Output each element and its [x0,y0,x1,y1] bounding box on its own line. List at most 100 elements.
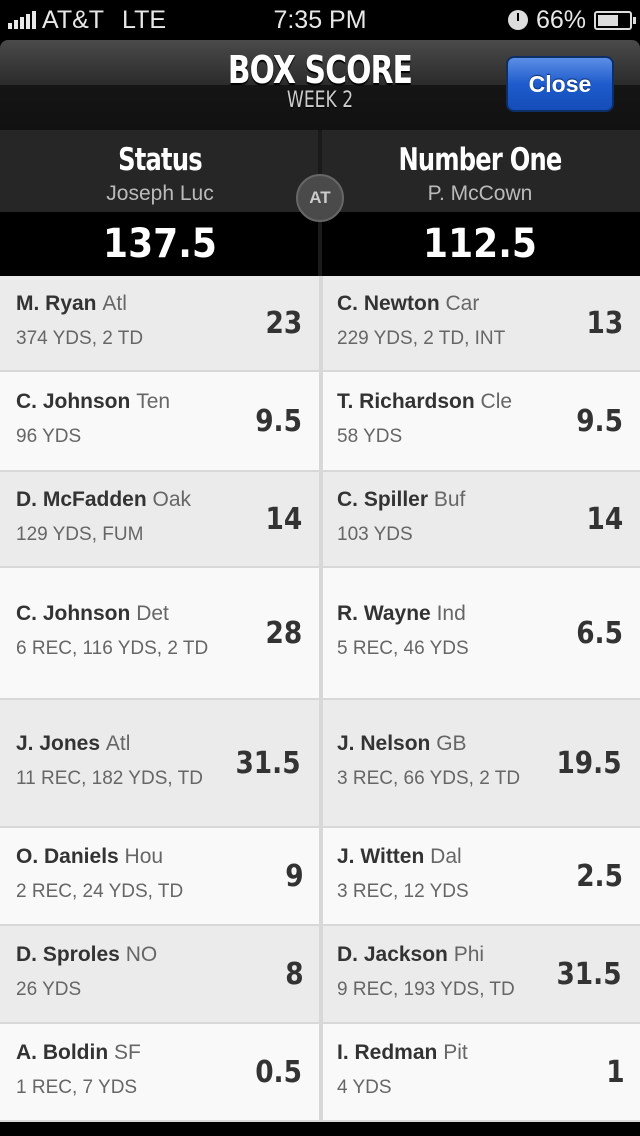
player-name: O. Daniels [16,845,119,868]
player-points: 23 [265,305,303,341]
right-player-cell[interactable]: D. Jackson Phi 9 REC, 193 YDS, TD 31.5 [319,926,640,1022]
left-player-cell[interactable]: A. Boldin SF 1 REC, 7 YDS 0.5 [0,1024,319,1120]
player-team: GB [436,732,467,755]
player-row: D. McFadden Oak 129 YDS, FUM 14 C. Spiller … [0,472,640,568]
player-name: T. Richardson [337,390,475,413]
player-points: 31.5 [556,956,622,992]
home-team: Status Joseph Luc 137.5 [0,130,320,276]
player-team: Ind [436,602,466,625]
home-team-name: Status [118,142,203,178]
signal-icon [8,11,36,29]
player-stats: 1 REC, 7 YDS [16,1077,138,1098]
player-name: M. Ryan [16,292,97,315]
left-player-cell[interactable]: C. Johnson Ten 96 YDS 9.5 [0,372,319,470]
player-name: J. Jones [16,732,101,755]
player-row: D. Sproles NO 26 YDS 8 D. Jackson Phi 9 REC,… [0,926,640,1024]
left-player-cell[interactable]: C. Johnson Det 6 REC, 116 YDS, 2 TD 28 [0,568,319,698]
player-name: R. Wayne [337,602,431,625]
nav-bar: BOX SCORE WEEK 2 Close [0,40,640,130]
week-label: WEEK 2 [286,88,354,113]
away-team-name: Number One [398,142,562,178]
battery-icon [594,10,636,30]
player-points: 9 [285,858,304,894]
player-stats: 11 REC, 182 YDS, TD [16,768,203,789]
right-player-cell[interactable]: T. Richardson Cle 58 YDS 9.5 [319,372,640,470]
right-player-cell[interactable]: C. Newton Car 229 YDS, 2 TD, INT 13 [319,276,640,370]
player-stats: 6 REC, 116 YDS, 2 TD [16,638,209,659]
battery-percent: 66% [535,5,586,34]
player-team: Cle [480,390,513,413]
player-stats: 9 REC, 193 YDS, TD [337,979,515,1000]
player-points: 6.5 [576,615,623,651]
player-stats: 58 YDS [337,426,403,447]
player-stats: 26 YDS [16,979,82,1000]
player-team: NO [125,943,158,966]
right-player-cell[interactable]: J. Nelson GB 3 REC, 66 YDS, 2 TD 19.5 [319,700,640,826]
alarm-clock-icon [507,10,528,30]
player-points: 9.5 [255,403,302,439]
player-stats: 5 REC, 46 YDS [337,638,469,659]
player-name: I. Redman [337,1041,438,1064]
player-name: D. Sproles [16,943,120,966]
player-stats: 374 YDS, 2 TD [16,328,144,349]
network: LTE [122,5,167,34]
player-name: C. Spiller [337,488,429,511]
player-points: 1 [606,1054,625,1090]
left-player-cell[interactable]: O. Daniels Hou 2 REC, 24 YDS, TD 9 [0,828,319,924]
player-stats: 4 YDS [337,1077,392,1098]
player-row: A. Boldin SF 1 REC, 7 YDS 0.5 I. Redman Pit… [0,1024,640,1122]
player-stats: 3 REC, 12 YDS [337,881,469,902]
player-row: J. Jones Atl 11 REC, 182 YDS, TD 31.5 J. Ne… [0,700,640,828]
vs-badge: AT [296,174,344,222]
player-stats: 129 YDS, FUM [16,524,144,545]
player-stats: 103 YDS [337,524,413,545]
player-team: SF [114,1041,141,1064]
left-player-cell[interactable]: M. Ryan Atl 374 YDS, 2 TD 23 [0,276,319,370]
player-team: Ten [136,390,171,413]
player-points: 28 [265,615,303,651]
player-team: Car [445,292,480,315]
player-name: C. Johnson [16,390,131,413]
carrier: AT&T [42,5,105,34]
player-name: D. Jackson [337,943,448,966]
player-points: 19.5 [556,745,622,781]
left-player-cell[interactable]: J. Jones Atl 11 REC, 182 YDS, TD 31.5 [0,700,319,826]
player-points: 0.5 [255,1054,302,1090]
page-title: BOX SCORE [227,48,413,92]
player-name: A. Boldin [16,1041,109,1064]
right-player-cell[interactable]: J. Witten Dal 3 REC, 12 YDS 2.5 [319,828,640,924]
player-team: Atl [102,292,127,315]
left-player-cell[interactable]: D. Sproles NO 26 YDS 8 [0,926,319,1022]
matchup-header: Status Joseph Luc 137.5 Number One P. Mc… [0,130,640,276]
player-team: Det [136,602,169,625]
player-list[interactable]: M. Ryan Atl 374 YDS, 2 TD 23 C. Newton Car 2… [0,276,640,1122]
away-score: 112.5 [336,212,624,276]
right-player-cell[interactable]: R. Wayne Ind 5 REC, 46 YDS 6.5 [319,568,640,698]
player-points: 13 [586,305,624,341]
player-row: C. Johnson Ten 96 YDS 9.5 T. Richardson Cle… [0,372,640,472]
player-team: Phi [453,943,485,966]
status-bar: AT&T LTE 7:35 PM 66% [0,0,640,40]
close-button[interactable]: Close [506,56,614,112]
player-points: 14 [265,501,303,537]
player-name: J. Witten [337,845,425,868]
left-player-cell[interactable]: D. McFadden Oak 129 YDS, FUM 14 [0,472,319,566]
player-name: J. Nelson [337,732,431,755]
player-name: C. Johnson [16,602,131,625]
player-points: 31.5 [235,745,301,781]
player-stats: 96 YDS [16,426,82,447]
player-points: 8 [285,956,304,992]
player-team: Dal [430,845,462,868]
player-points: 9.5 [576,403,623,439]
right-player-cell[interactable]: I. Redman Pit 4 YDS 1 [319,1024,640,1120]
player-team: Atl [105,732,131,755]
player-team: Buf [433,488,466,511]
player-team: Oak [152,488,192,511]
right-player-cell[interactable]: C. Spiller Buf 103 YDS 14 [319,472,640,566]
player-points: 2.5 [576,858,623,894]
player-row: C. Johnson Det 6 REC, 116 YDS, 2 TD 28 R. W… [0,568,640,700]
player-row: M. Ryan Atl 374 YDS, 2 TD 23 C. Newton Car 2… [0,276,640,372]
battery-fill [598,14,618,26]
home-owner: Joseph Luc [106,182,214,205]
away-owner: P. McCown [427,182,533,205]
